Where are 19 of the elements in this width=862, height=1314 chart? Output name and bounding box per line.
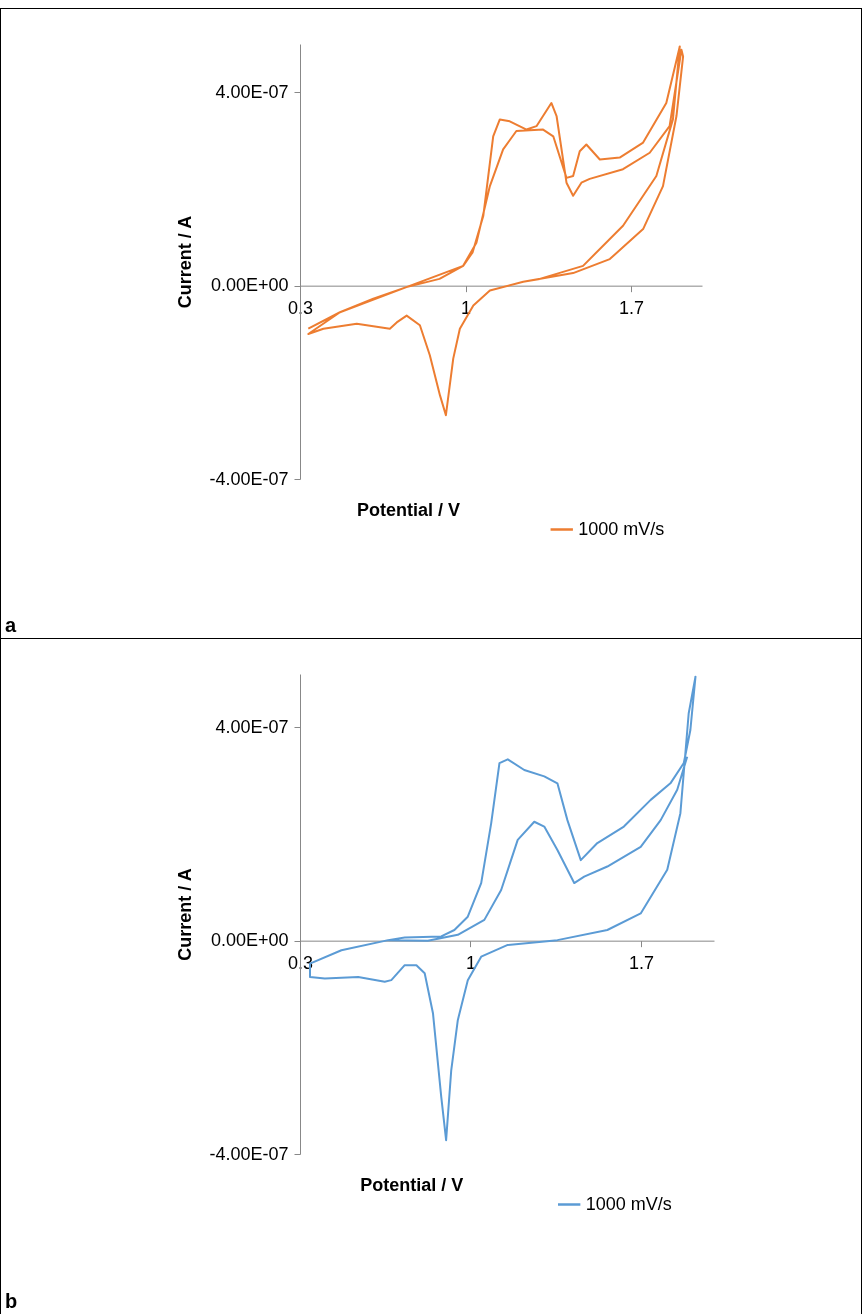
text: a (5, 614, 17, 637)
y-tick-label: 0.00E+00 (210, 930, 289, 951)
y-tick-label: -4.00E-07 (209, 468, 289, 489)
x-tick-label: 1 (465, 953, 476, 974)
y-axis-title: Current / A (175, 868, 196, 961)
y-tick-label: 0.00E+00 (210, 275, 289, 296)
x-axis-title: Potential / V (360, 1175, 464, 1195)
y-tick-label: 4.00E-07 (215, 716, 289, 737)
text: b (5, 1290, 18, 1313)
x-tick-label: 1 (461, 298, 472, 319)
x-tick-label: 0.3 (287, 298, 314, 319)
x-tick-label: 1.7 (628, 953, 654, 974)
x-axis-title: Potential / V (357, 500, 461, 520)
legend-label: 1000 mV/s (578, 518, 665, 539)
y-tick-label: 4.00E-07 (215, 81, 289, 102)
y-tick-label: -4.00E-07 (209, 1143, 289, 1164)
legend-label: 1000 mV/s (585, 1193, 672, 1214)
y-axis-title: Current / A (175, 215, 196, 309)
x-tick-label: 1.7 (619, 298, 645, 319)
